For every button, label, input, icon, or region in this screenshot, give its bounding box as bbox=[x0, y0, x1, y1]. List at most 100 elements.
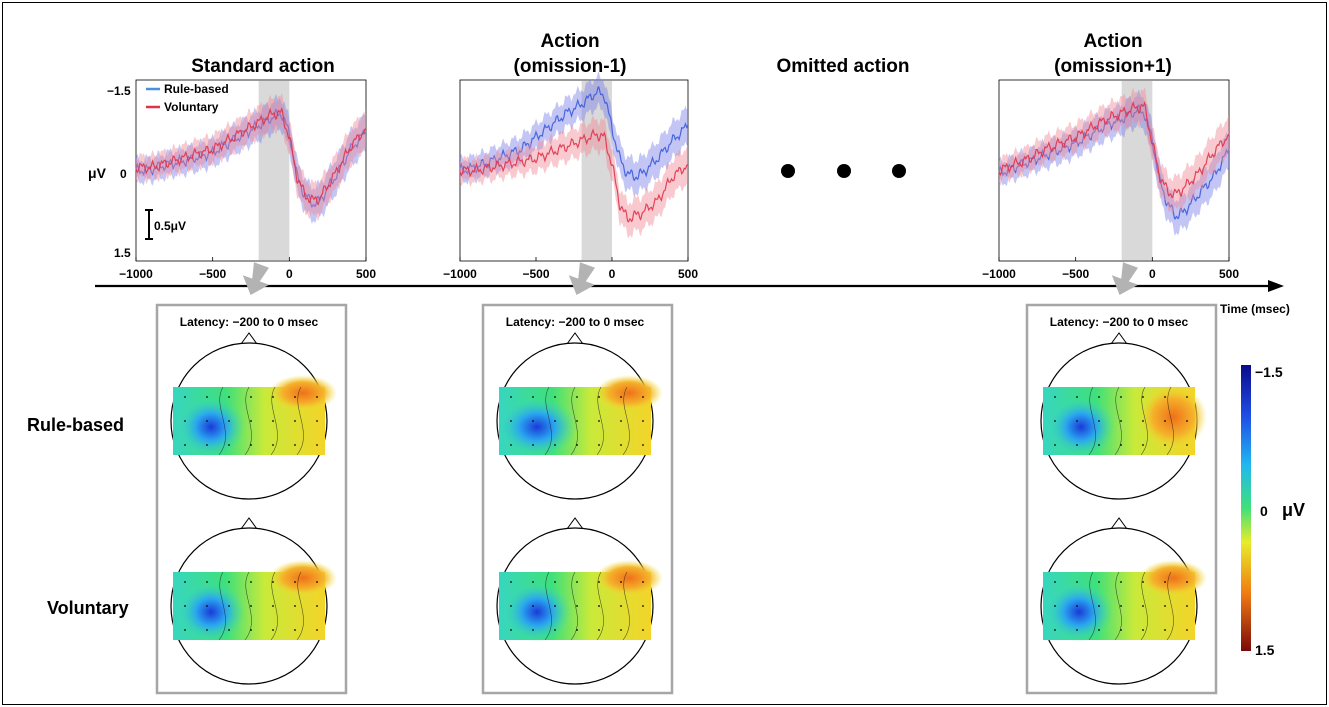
omitted-dot-2 bbox=[837, 164, 851, 178]
electrode-dot bbox=[576, 629, 578, 631]
pointer-arrow-2 bbox=[568, 262, 596, 296]
topo-contour bbox=[270, 571, 278, 641]
electrode-dot bbox=[1076, 605, 1078, 607]
erp-panel-omission-minus1: −1000 −500 0 500 bbox=[443, 71, 698, 281]
xtick-label: 0 bbox=[1149, 267, 1156, 281]
electrode-dot bbox=[1098, 420, 1100, 422]
electrode-dot bbox=[1098, 581, 1100, 583]
electrode-dot bbox=[642, 396, 644, 398]
electrode-dot bbox=[554, 420, 556, 422]
xtick-label: −500 bbox=[522, 267, 549, 281]
electrode-dot bbox=[554, 629, 556, 631]
electrode-dot bbox=[250, 581, 252, 583]
topo-contour bbox=[244, 571, 252, 641]
topo-contour bbox=[1140, 571, 1148, 641]
colorbar-gradient bbox=[1241, 365, 1251, 651]
electrode-dot bbox=[294, 396, 296, 398]
panel-title-omitted: Omitted action bbox=[776, 56, 909, 77]
topo-positive-blob bbox=[595, 375, 663, 411]
electrode-dot bbox=[206, 581, 208, 583]
topo-nose bbox=[240, 517, 258, 530]
series-line-voluntary bbox=[135, 107, 367, 206]
electrode-dot bbox=[532, 629, 534, 631]
electrode-dot bbox=[1054, 420, 1056, 422]
electrode-dot bbox=[250, 420, 252, 422]
series-line-rule-based bbox=[998, 104, 1230, 220]
electrode-dot bbox=[510, 396, 512, 398]
time-axis-arrowhead bbox=[1268, 280, 1284, 292]
electrode-dot bbox=[1120, 444, 1122, 446]
panel-title-omission-plus1-line1: Action bbox=[1083, 31, 1142, 52]
electrode-dot bbox=[1120, 629, 1122, 631]
electrode-dot bbox=[598, 629, 600, 631]
electrode-dot bbox=[576, 396, 578, 398]
topo-contour bbox=[1088, 571, 1096, 641]
confidence-band-voluntary bbox=[999, 87, 1229, 214]
electrode-dot bbox=[272, 581, 274, 583]
electrode-dot bbox=[206, 605, 208, 607]
electrode-dot bbox=[206, 420, 208, 422]
pointer-arrow-1 bbox=[242, 262, 270, 296]
xtick-label: 500 bbox=[678, 267, 698, 281]
electrode-dot bbox=[620, 605, 622, 607]
legend-rule-based: Rule-based bbox=[164, 82, 229, 96]
topo-contour bbox=[1114, 386, 1122, 456]
topo-contour bbox=[270, 386, 278, 456]
electrode-dot bbox=[228, 605, 230, 607]
topo-negative-blob bbox=[177, 582, 245, 642]
pointer-arrow-3 bbox=[1111, 262, 1139, 296]
topo-contour bbox=[218, 386, 226, 456]
electrode-dot bbox=[184, 605, 186, 607]
electrode-dot bbox=[554, 396, 556, 398]
electrode-dot bbox=[1098, 444, 1100, 446]
electrode-dot bbox=[1186, 444, 1188, 446]
panel-title-omission-minus1-line1: Action bbox=[540, 31, 599, 52]
electrode-dot bbox=[1054, 444, 1056, 446]
electrode-dot bbox=[532, 444, 534, 446]
confidence-band-rule-based bbox=[460, 71, 688, 197]
electrode-dot bbox=[598, 420, 600, 422]
topo-map-rule-based bbox=[496, 332, 663, 500]
electrode-dot bbox=[1164, 605, 1166, 607]
topo-contour bbox=[1140, 386, 1148, 456]
electrode-dot bbox=[642, 605, 644, 607]
electrode-dot bbox=[532, 605, 534, 607]
electrode-dot bbox=[532, 420, 534, 422]
panel-title-omission-minus1-line2: (omission-1) bbox=[514, 56, 627, 77]
ytick-neg: −1.5 bbox=[107, 84, 131, 98]
ytick-zero: 0 bbox=[120, 167, 127, 181]
electrode-dot bbox=[272, 444, 274, 446]
topo-nose bbox=[566, 517, 584, 530]
colorbar-min: −1.5 bbox=[1255, 364, 1283, 380]
electrode-dot bbox=[316, 605, 318, 607]
electrode-dot bbox=[620, 420, 622, 422]
electrode-dot bbox=[620, 581, 622, 583]
electrode-dot bbox=[576, 420, 578, 422]
electrode-dot bbox=[206, 444, 208, 446]
topo-positive-blob bbox=[1139, 385, 1207, 449]
topo-negative-blob bbox=[1045, 582, 1113, 642]
electrode-dot bbox=[1076, 396, 1078, 398]
topo-map-rule-based bbox=[170, 332, 337, 500]
erp-panel-standard: −1000 −500 0 500 bbox=[119, 79, 376, 281]
topo-contour bbox=[596, 386, 604, 456]
electrode-dot bbox=[206, 629, 208, 631]
electrode-dot bbox=[620, 396, 622, 398]
plot-area bbox=[135, 79, 367, 262]
electrode-dot bbox=[1142, 581, 1144, 583]
y-axis-label: μV bbox=[88, 165, 107, 181]
topo-box-3: Latency: −200 to 0 msec bbox=[1025, 303, 1218, 695]
electrode-dot bbox=[1076, 444, 1078, 446]
electrode-dot bbox=[1054, 629, 1056, 631]
electrode-dot bbox=[184, 629, 186, 631]
topo-positive-blob bbox=[269, 560, 337, 596]
confidence-band-rule-based bbox=[136, 94, 366, 224]
xtick-label: 500 bbox=[1219, 267, 1239, 281]
topo-nose bbox=[1110, 332, 1128, 345]
electrode-dot bbox=[228, 444, 230, 446]
topo-nose bbox=[566, 332, 584, 345]
xtick-label: −500 bbox=[199, 267, 226, 281]
electrode-dot bbox=[1142, 420, 1144, 422]
series-line-rule-based bbox=[459, 85, 689, 182]
